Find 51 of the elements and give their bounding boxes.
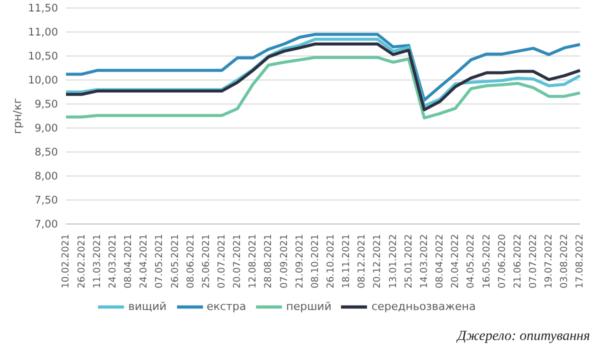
x-tick-label: 24.03.2021 bbox=[107, 234, 118, 288]
x-tick-label: 08.04.2022 bbox=[434, 234, 446, 288]
x-tick-label: 07.09.2021 bbox=[278, 234, 290, 288]
x-tick-label: 26.02.2021 bbox=[76, 234, 88, 288]
y-tick-label: 9,00 bbox=[34, 122, 58, 135]
x-tick-label: 17.08.2022 bbox=[574, 234, 586, 288]
legend-label: вищий bbox=[128, 300, 167, 314]
x-tick-label: 28.08.2021 bbox=[263, 234, 274, 288]
legend-label: екстра bbox=[206, 300, 246, 314]
x-tick-label: 25.01.2022 bbox=[403, 234, 414, 288]
x-tick-label: 07.07.2021 bbox=[216, 234, 228, 288]
y-tick-label: 10,00 bbox=[28, 74, 58, 87]
legend-label: перший bbox=[286, 300, 332, 314]
x-tick-label: 03.08.2022 bbox=[559, 234, 570, 288]
x-tick-label: 18.11.2021 bbox=[341, 234, 352, 288]
x-tick-label: 26.05.2021 bbox=[170, 234, 181, 288]
text: Джерело: опитування bbox=[457, 329, 590, 345]
x-tick-label: 20.07.2021 bbox=[232, 234, 244, 288]
x-tick-label: 19.07.2022 bbox=[544, 234, 555, 288]
x-tick-label: 13.01.2022 bbox=[388, 234, 399, 288]
y-axis-title: грн/кг bbox=[10, 98, 24, 134]
x-tick-label: 21.06.2022 bbox=[512, 234, 524, 288]
x-tick-label: 24.04.2021 bbox=[138, 234, 150, 288]
x-tick-label: 08.10.2021 bbox=[310, 234, 321, 288]
x-tick-label: 04.05.2022 bbox=[466, 234, 477, 288]
x-tick-label: 08.06.2021 bbox=[185, 234, 196, 288]
y-tick-label: 7,00 bbox=[34, 218, 58, 231]
x-tick-label: 07.07.2022 bbox=[528, 234, 540, 288]
x-tick-label: 07.05.2021 bbox=[154, 234, 166, 288]
x-tick-label: 26.10.2021 bbox=[326, 234, 337, 288]
x-tick-label: 14.03.2022 bbox=[418, 234, 430, 288]
x-tick-label: 16.05.2022 bbox=[481, 234, 492, 288]
x-tick-label: 08.04.2021 bbox=[123, 234, 134, 288]
x-tick-label: 20.12.2021 bbox=[372, 234, 384, 288]
x-tick-label: 20.04.2022 bbox=[450, 234, 462, 288]
y-tick-label: 11,00 bbox=[28, 26, 58, 39]
y-tick-label: 8,00 bbox=[34, 170, 58, 183]
x-tick-label: 11.03.2021 bbox=[92, 234, 103, 288]
x-tick-label: 25.06.2021 bbox=[200, 234, 212, 288]
x-tick-label: 21.09.2021 bbox=[294, 234, 306, 288]
x-tick-label: 12.08.2021 bbox=[248, 234, 259, 288]
y-tick-label: 8,50 bbox=[34, 146, 58, 159]
y-tick-label: 10,50 bbox=[28, 50, 58, 63]
x-tick-label: 08.12.2021 bbox=[356, 234, 368, 288]
x-tick-label: 07.06.2020 bbox=[496, 234, 508, 288]
legend-label: середньозважена bbox=[371, 300, 476, 314]
x-tick-label: 10.02.2021 bbox=[60, 234, 72, 288]
y-tick-label: 7,50 bbox=[34, 194, 58, 207]
line-series bbox=[64, 56, 582, 120]
y-tick-label: 9,50 bbox=[34, 98, 58, 111]
y-tick-label: 11,50 bbox=[28, 2, 58, 15]
